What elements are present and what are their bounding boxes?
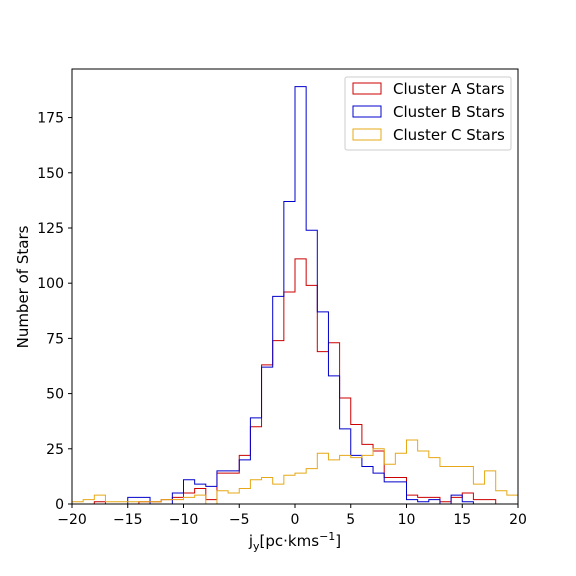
x-tick-label: −10 (169, 512, 199, 528)
x-tick-label: 20 (509, 512, 527, 528)
legend-swatch (352, 82, 382, 95)
y-tick-label: 75 (46, 331, 64, 347)
legend-label: Cluster B Stars (393, 103, 505, 121)
legend-label: Cluster A Stars (393, 80, 505, 98)
legend: Cluster A Stars Cluster B Stars Cluster C … (344, 76, 512, 151)
y-tick-label: 150 (37, 166, 64, 182)
series-layer (72, 86, 518, 504)
y-axis-label: Number of Stars (14, 225, 32, 348)
x-axis: −20 −15 −10 −5 0 5 10 15 20 (57, 504, 527, 528)
x-tick-label: 0 (291, 512, 300, 528)
histogram-series-2 (72, 86, 518, 504)
y-tick-label: 25 (46, 442, 64, 458)
x-tick-label: 5 (346, 512, 355, 528)
legend-label: Cluster C Stars (393, 126, 505, 144)
y-axis: 0 25 50 75 100 125 150 175 (37, 111, 72, 513)
legend-swatch (352, 105, 382, 118)
histogram-series-1 (72, 258, 518, 504)
x-axis-label: jy[pc·kms−1] (248, 530, 341, 553)
legend-swatch (352, 128, 382, 141)
y-tick-label: 0 (55, 497, 64, 513)
x-tick-label: 10 (398, 512, 416, 528)
legend-box (344, 76, 512, 151)
x-tick-label: −20 (57, 512, 87, 528)
histogram-series-3 (72, 439, 518, 504)
x-tick-label: −15 (113, 512, 143, 528)
y-tick-label: 125 (37, 221, 64, 237)
x-tick-label: 15 (453, 512, 471, 528)
x-tick-label: −5 (229, 512, 250, 528)
y-tick-label: 175 (37, 111, 64, 127)
y-tick-label: 100 (37, 276, 64, 292)
y-tick-label: 50 (46, 387, 64, 403)
